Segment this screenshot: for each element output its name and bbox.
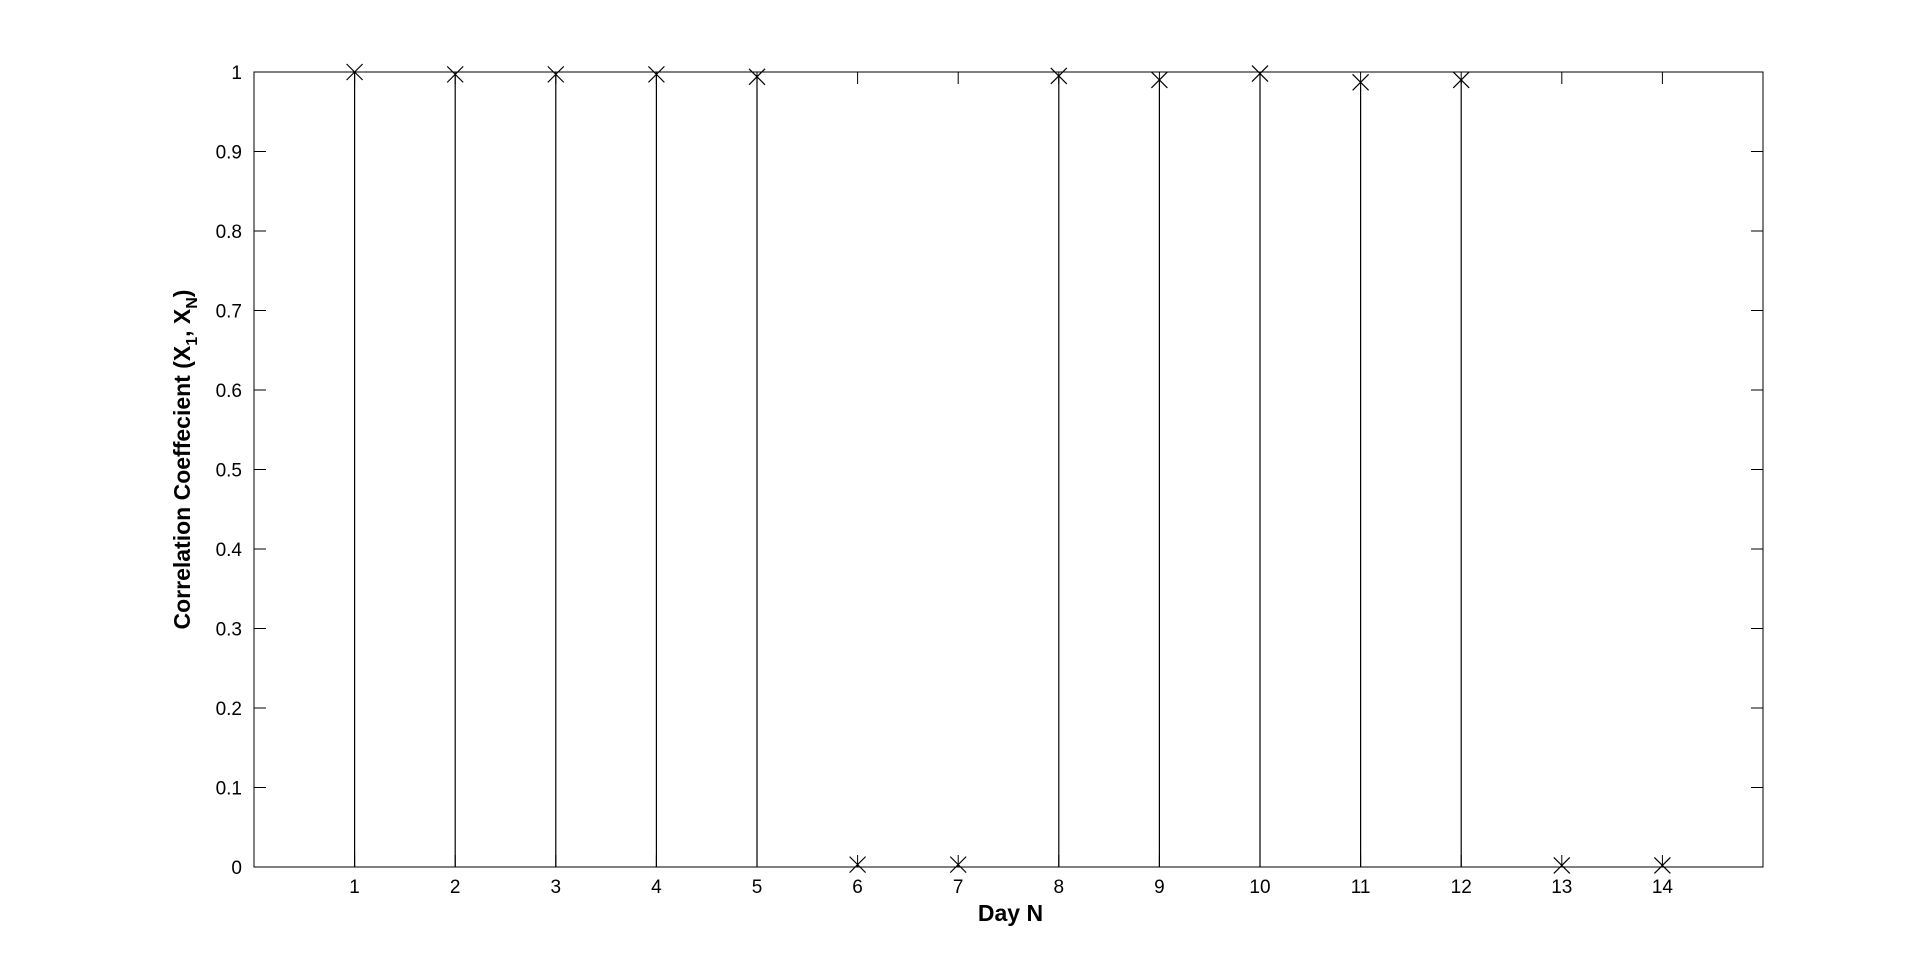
x-tick-label: 10 — [1249, 877, 1270, 898]
stem-marker-day-9 — [1150, 71, 1168, 89]
stem-marker-day-6 — [849, 856, 867, 874]
stem-marker-day-2 — [446, 65, 464, 83]
x-tick-label: 8 — [1054, 877, 1065, 898]
stem-marker-day-7 — [949, 856, 967, 874]
y-axis-title-middle: , X — [169, 308, 195, 337]
stem-marker-day-1 — [346, 63, 364, 81]
y-tick-label: 0.3 — [216, 620, 242, 641]
stem-marker-day-10 — [1251, 65, 1269, 83]
y-tick-label: 0.7 — [216, 302, 242, 323]
x-tick-label: 4 — [651, 877, 662, 898]
y-tick-label: 0.5 — [216, 461, 242, 482]
data-stems — [346, 63, 1671, 874]
y-axis-title-sub1: 1 — [184, 337, 201, 346]
y-tick-label: 1 — [231, 63, 242, 84]
x-tick-label: 14 — [1652, 877, 1674, 898]
y-tick-label: 0.4 — [216, 540, 243, 561]
y-axis-title-prefix: Correlation Coeffecient (X — [169, 345, 195, 629]
stem-marker-day-13 — [1553, 856, 1571, 874]
stem-marker-day-5 — [748, 68, 766, 86]
y-axis-title-sub2: N — [184, 297, 201, 309]
x-axis-ticks: 1 2 3 4 5 6 7 8 9 10 11 12 13 14 — [349, 72, 1673, 898]
x-tick-label: 6 — [852, 877, 863, 898]
x-tick-label: 13 — [1551, 877, 1572, 898]
stem-marker-day-14 — [1653, 856, 1671, 874]
y-tick-label: 0.9 — [216, 143, 242, 164]
stem-marker-day-12 — [1452, 71, 1470, 89]
x-tick-label: 1 — [349, 877, 360, 898]
x-tick-label: 12 — [1451, 877, 1472, 898]
y-tick-label: 0.2 — [216, 699, 242, 720]
stem-marker-day-11 — [1352, 73, 1370, 91]
stem-marker-day-3 — [547, 65, 565, 83]
plot-area — [253, 71, 1764, 868]
y-axis-ticks: 0 0.1 0.2 0.3 0.4 0.5 0.6 0.7 0.8 0.9 1 — [216, 63, 1763, 879]
x-tick-label: 2 — [450, 877, 461, 898]
y-tick-label: 0.1 — [216, 779, 242, 800]
x-axis-title: Day N — [978, 900, 1043, 926]
x-tick-label: 3 — [551, 877, 562, 898]
y-tick-label: 0.6 — [216, 381, 242, 402]
stem-marker-day-8 — [1050, 67, 1068, 85]
x-tick-label: 9 — [1154, 877, 1165, 898]
stem-marker-day-4 — [647, 65, 665, 83]
x-tick-label: 7 — [953, 877, 964, 898]
y-axis-title: Correlation Coeffecient (X1, XN) — [169, 290, 201, 630]
y-axis-title-suffix: ) — [169, 290, 195, 298]
y-tick-label: 0 — [231, 858, 242, 879]
x-tick-label: 11 — [1351, 877, 1371, 898]
x-tick-label: 5 — [752, 877, 763, 898]
y-tick-label: 0.8 — [216, 222, 242, 243]
